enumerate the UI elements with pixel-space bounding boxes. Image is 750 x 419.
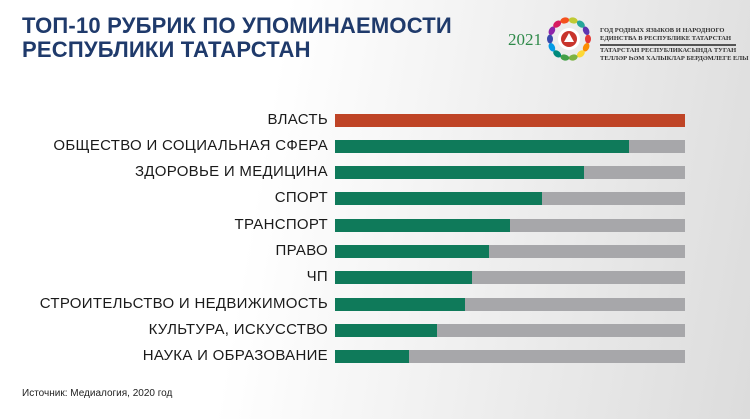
bar-track — [335, 350, 685, 364]
bar — [335, 245, 489, 258]
source-note: Источник: Медиалогия, 2020 год — [22, 388, 173, 399]
category-label: КУЛЬТУРА, ИСКУССТВО — [148, 320, 328, 338]
logo-text-ru: ГОД РОДНЫХ ЯЗЫКОВ И НАРОДНОГО ЕДИНСТВА В… — [600, 27, 732, 42]
category-label: ПРАВО — [275, 242, 328, 259]
emblem-petal — [560, 54, 570, 61]
emblem-petal — [568, 17, 578, 24]
page-title: ТОП-10 РУБРИК ПО УПОМИНАЕМОСТИ РЕСПУБЛИК… — [22, 14, 452, 62]
emblem-petal — [548, 42, 556, 52]
bar-track — [335, 166, 685, 180]
category-label: СТРОИТЕЛЬСТВО И НЕДВИЖИМОСТЬ — [39, 294, 328, 312]
category-label: ОБЩЕСТВО И СОЦИАЛЬНАЯ СФЕРА — [53, 136, 328, 154]
emblem-petal — [553, 20, 562, 28]
bar — [335, 113, 685, 127]
logo-year: 2021 — [508, 30, 542, 49]
emblem-petal — [568, 54, 578, 61]
bar — [335, 139, 629, 153]
emblem-petal — [576, 20, 585, 28]
category-label: ЗДОРОВЬЕ И МЕДИЦИНА — [134, 163, 328, 181]
emblem-petal — [582, 42, 590, 52]
category-label: НАУКА И ОБРАЗОВАНИЕ — [142, 347, 328, 365]
bar — [335, 297, 465, 311]
bar-track — [335, 139, 685, 153]
year-logo: 2021 ГОД РОДНЫХ ЯЗЫКОВ И НАРОДНОГО ЕДИНС… — [505, 12, 749, 62]
category-label: ТРАНСПОРТ — [234, 215, 328, 233]
emblem-petal — [547, 34, 553, 44]
bar — [335, 323, 437, 337]
bar — [335, 166, 584, 180]
bar-track — [335, 245, 685, 258]
bar-track — [335, 192, 685, 206]
title-line-2: РЕСПУБЛИКИ ТАТАРСТАН — [22, 37, 311, 62]
title-line-1: ТОП-10 РУБРИК ПО УПОМИНАЕМОСТИ — [22, 13, 452, 38]
logo-divider — [600, 44, 736, 46]
category-label: СПОРТ — [274, 189, 328, 207]
bar-track — [335, 323, 685, 337]
logo-text-tt: ТАТАРСТАН РЕСПУБЛИКАСЫНДА ТУГАН ТЕЛЛӘР Һ… — [600, 47, 749, 62]
bar — [335, 218, 510, 232]
flower-emblem-icon — [547, 17, 591, 61]
emblem-petal — [548, 26, 556, 36]
emblem-petal — [576, 50, 585, 58]
bar — [335, 271, 472, 285]
bar — [335, 192, 542, 206]
emblem-petal — [585, 34, 591, 44]
bar-track — [335, 218, 685, 232]
bar-track — [335, 113, 685, 127]
emblem-petal — [582, 26, 590, 36]
emblem-petal — [560, 17, 570, 24]
bar-track — [335, 271, 685, 285]
category-label: ВЛАСТЬ — [267, 110, 328, 128]
bar — [335, 350, 409, 364]
bar-track — [335, 297, 685, 311]
emblem-petal — [553, 50, 562, 58]
category-label: ЧП — [306, 268, 328, 286]
